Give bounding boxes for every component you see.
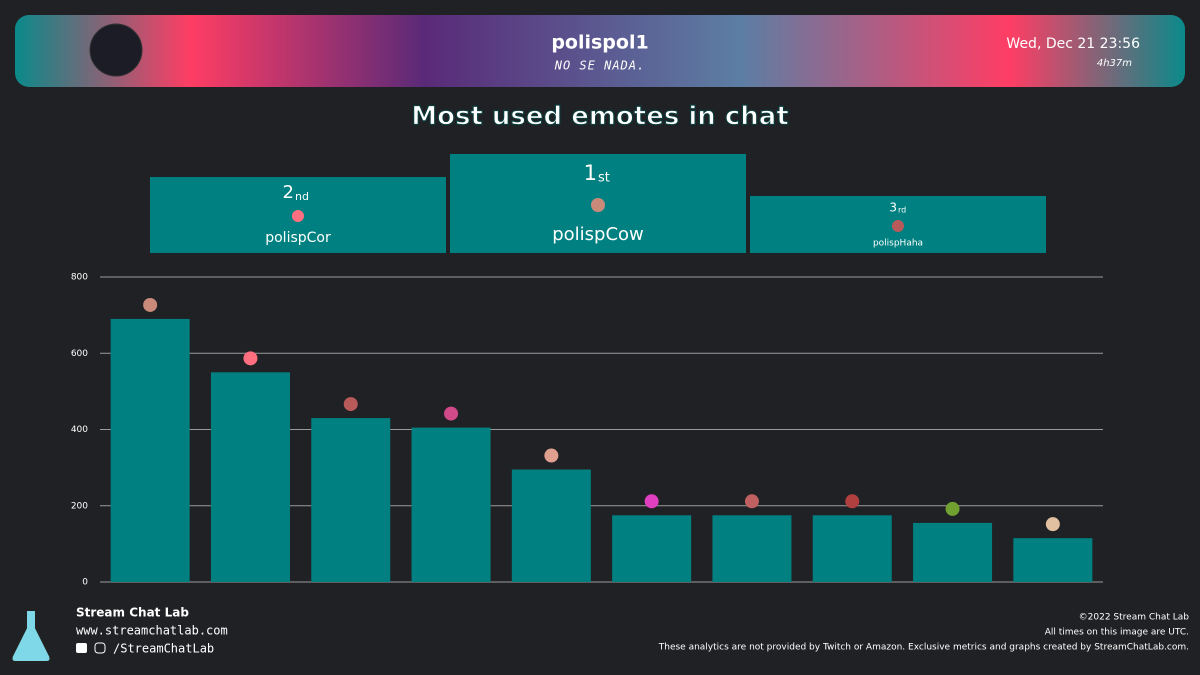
- channel-name: polispol1: [551, 32, 648, 54]
- emote-icon: [444, 406, 459, 421]
- bar: [812, 515, 892, 582]
- emote-icon: [343, 397, 358, 412]
- podium-suffix: nd: [295, 190, 309, 203]
- brand: Stream Chat Lab: [76, 606, 189, 620]
- emote-icon: [644, 494, 659, 509]
- bar: [913, 522, 993, 582]
- podium-emote: polispHaha: [873, 239, 923, 249]
- bar: [311, 418, 391, 582]
- avatar: [89, 23, 143, 77]
- disclaimer: These analytics are not provided by Twit…: [658, 643, 1189, 653]
- bar: [612, 515, 692, 582]
- emote-icon: [591, 198, 605, 212]
- logo: [10, 609, 52, 663]
- instagram-icon: [94, 642, 106, 654]
- bar: [210, 372, 290, 582]
- bar: [712, 515, 792, 582]
- podium-rank: 1: [584, 161, 597, 185]
- emote-icon: [1045, 517, 1060, 532]
- bar: [411, 427, 491, 582]
- emote-icon: [544, 448, 559, 463]
- y-tick-label: 0: [82, 578, 88, 588]
- podium-emote: polispCow: [552, 224, 644, 245]
- header-bar: [15, 15, 1185, 87]
- bar: [1013, 538, 1093, 582]
- emote-icon: [845, 494, 860, 509]
- podium-rank: 2: [283, 182, 294, 203]
- stream-duration: 4h37m: [1097, 58, 1132, 69]
- brand-social: /StreamChatLab: [113, 642, 214, 656]
- y-tick-label: 600: [71, 349, 88, 359]
- podium-rank: 3: [889, 201, 897, 215]
- podium-emote: polispCor: [265, 230, 331, 246]
- podium-suffix: st: [598, 171, 610, 186]
- emote-icon: [892, 220, 904, 232]
- brand-url: www.streamchatlab.com: [76, 624, 228, 638]
- emote-icon: [292, 210, 304, 222]
- emote-icon: [945, 501, 960, 516]
- twitter-icon: [76, 643, 87, 653]
- emote-icon: [243, 351, 258, 366]
- bar: [511, 469, 591, 582]
- y-tick-label: 800: [71, 273, 88, 283]
- timezone-note: All times on this image are UTC.: [1045, 628, 1189, 638]
- y-tick-label: 200: [71, 501, 88, 511]
- podium-suffix: rd: [898, 206, 906, 215]
- emote-icon: [143, 297, 158, 312]
- emote-icon: [744, 494, 759, 509]
- copyright: ©2022 Stream Chat Lab: [1079, 613, 1190, 623]
- stream-title: NO SE NADA.: [554, 59, 645, 73]
- stream-date: Wed, Dec 21 23:56: [1006, 36, 1140, 52]
- y-tick-label: 400: [71, 425, 88, 435]
- bar: [110, 318, 190, 582]
- chart-title: Most used emotes in chat: [411, 102, 789, 132]
